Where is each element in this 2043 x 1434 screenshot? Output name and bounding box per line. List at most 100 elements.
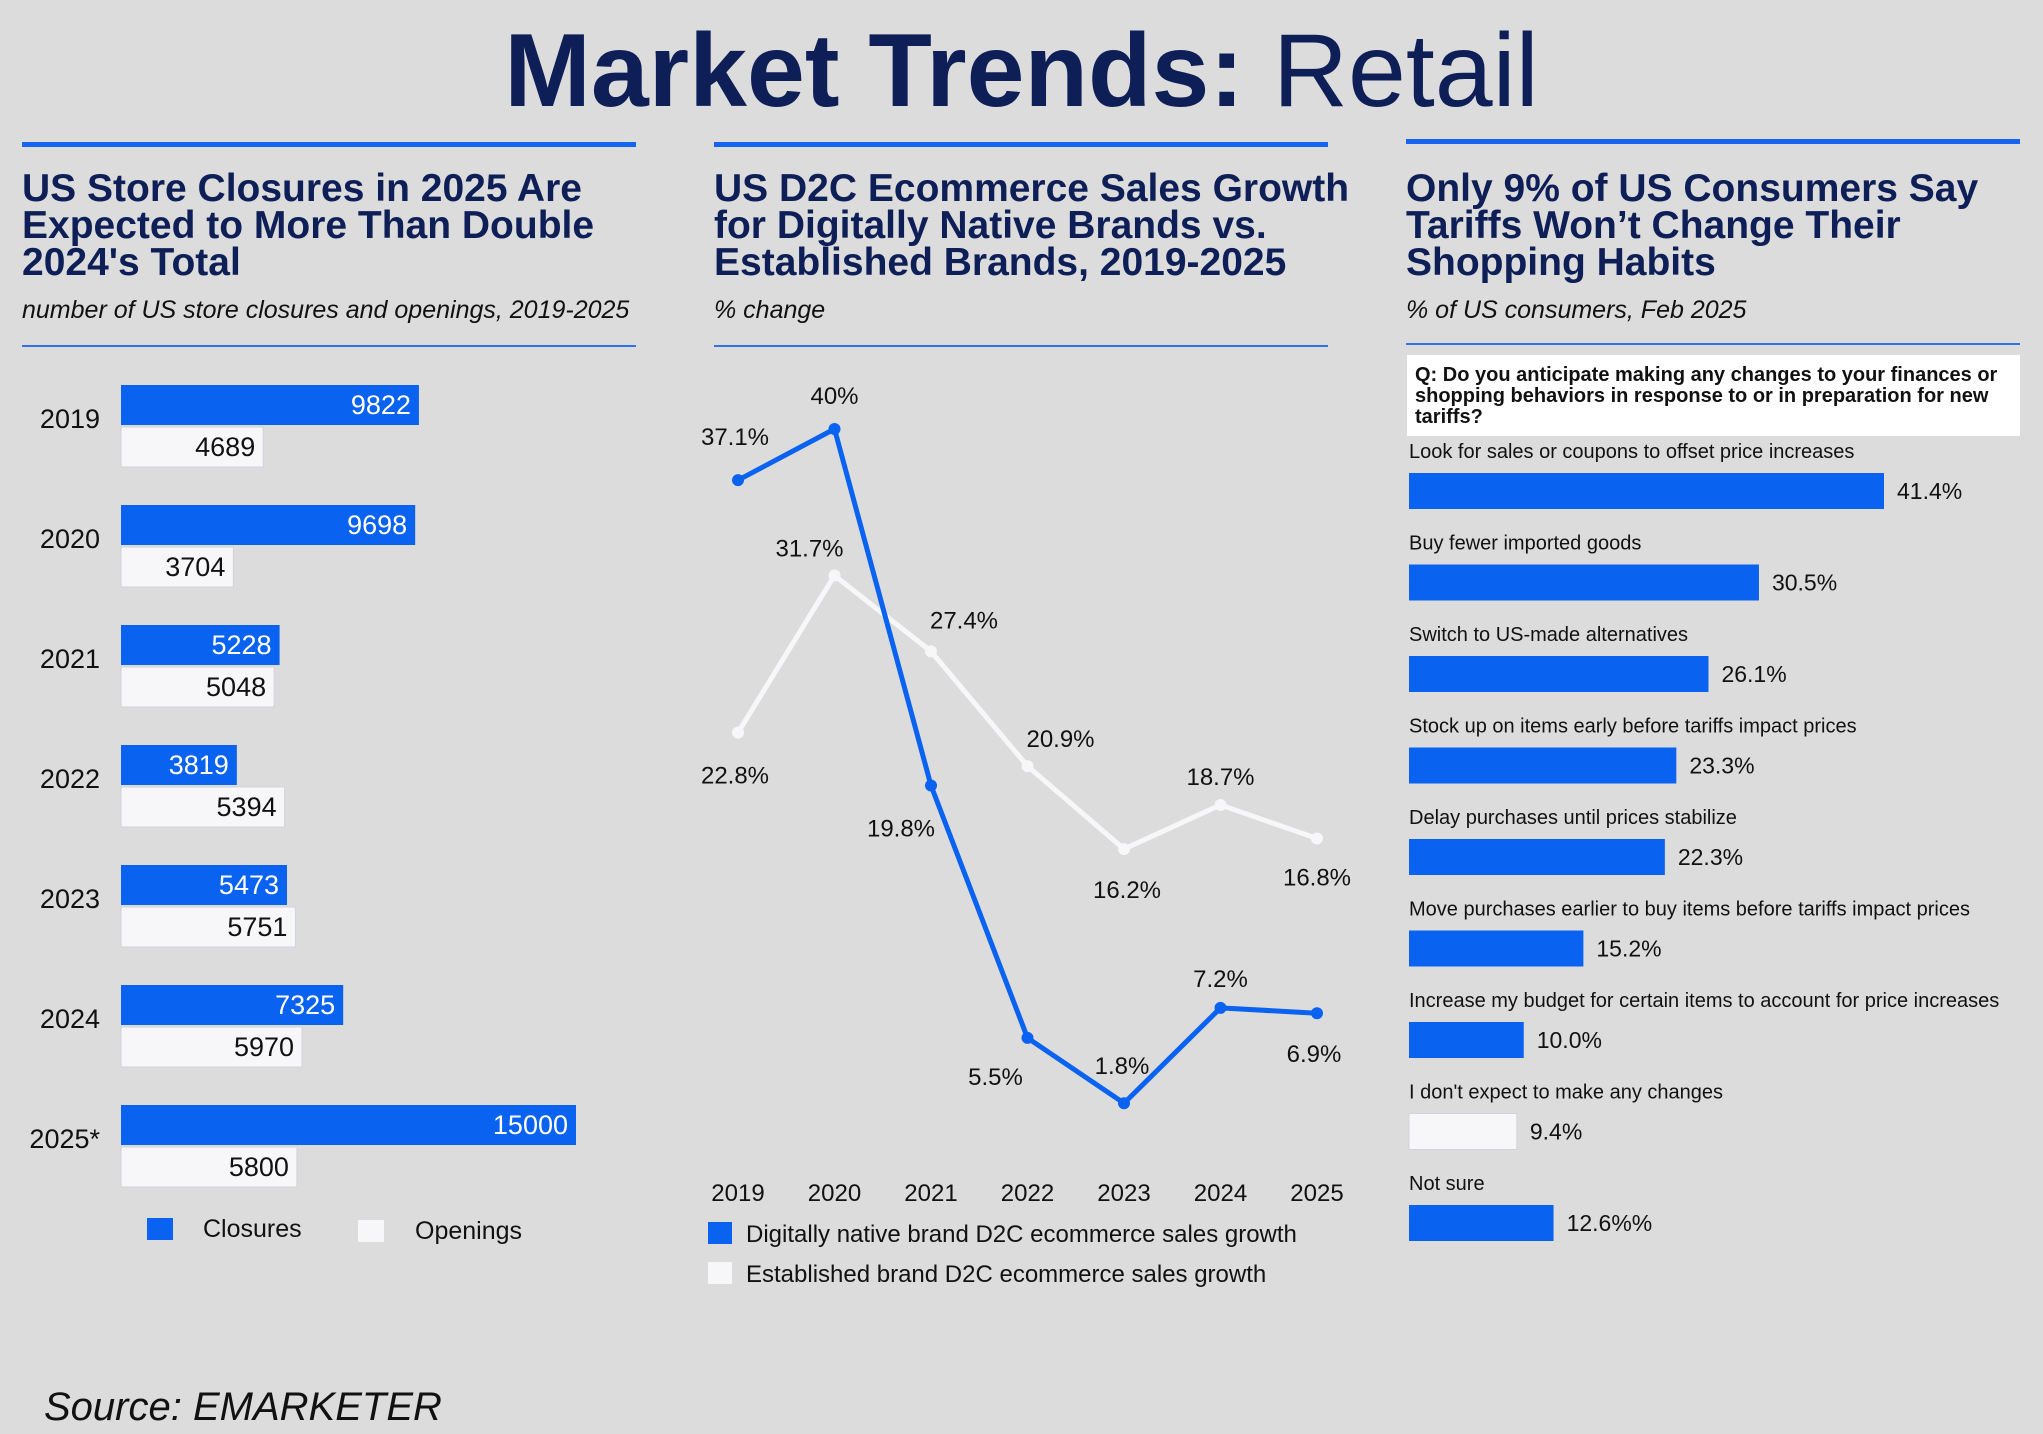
response-label: Look for sales or coupons to offset pric… <box>1409 441 1854 463</box>
closures-value: 3819 <box>169 750 229 780</box>
response-bar <box>1409 747 1677 784</box>
openings-value: 5751 <box>227 912 287 942</box>
response-value: 9.4% <box>1530 1119 1582 1145</box>
title-light: Retail <box>1272 13 1539 129</box>
native-data-label: 1.8% <box>1095 1053 1150 1080</box>
response-value: 12.6%% <box>1567 1210 1653 1236</box>
legend-swatch-established <box>708 1262 732 1284</box>
closures-title-line: Expected to More Than Double <box>22 204 595 247</box>
x-tick-label: 2025 <box>1290 1180 1343 1207</box>
native-point <box>732 474 744 487</box>
source-note: Source: EMARKETER <box>44 1385 442 1429</box>
established-point <box>732 726 744 739</box>
closures-bar <box>121 745 237 785</box>
legend-label-openings: Openings <box>415 1217 522 1245</box>
native-data-label: 6.9% <box>1287 1041 1342 1068</box>
tariffs-chart: Look for sales or coupons to offset pric… <box>1408 441 1999 1241</box>
established-data-label: 31.7% <box>775 535 843 562</box>
native-point <box>1311 1007 1323 1020</box>
closures-value: 15000 <box>493 1110 568 1140</box>
legend-swatch-closures <box>147 1218 173 1240</box>
closures-bar <box>121 865 288 905</box>
closures-value: 9698 <box>347 510 407 540</box>
response-value: 26.1% <box>1721 661 1786 687</box>
title-bold: Market Trends: <box>504 13 1244 129</box>
openings-value: 5970 <box>234 1032 294 1062</box>
page-title: Market Trends: Retail <box>0 14 2043 128</box>
closures-value: 9822 <box>351 390 411 420</box>
legend-swatch-native <box>708 1222 732 1244</box>
response-label: Move purchases earlier to buy items befo… <box>1409 899 1970 921</box>
native-data-label: 40% <box>810 383 858 410</box>
response-bar <box>1408 1113 1518 1150</box>
closures-chart: 2019 9822 4689 2020 9698 3704 2021 5228 5048 2022… <box>29 385 576 1245</box>
response-label: Stock up on items early before tariffs i… <box>1409 716 1857 738</box>
tariffs-bottom-rule <box>1406 343 2020 345</box>
openings-bar <box>120 546 234 588</box>
tariffs-title-line: Tariffs Won’t Change Their <box>1406 204 1901 247</box>
openings-bar <box>120 1146 298 1188</box>
native-point <box>828 423 841 435</box>
established-data-label: 18.7% <box>1186 764 1254 791</box>
d2c-top-rule <box>714 142 1328 147</box>
response-value: 41.4% <box>1897 478 1962 504</box>
closures-subtitle: number of US store closures and openings… <box>22 296 630 324</box>
response-value: 30.5% <box>1772 570 1837 596</box>
tariffs-subtitle: % of US consumers, Feb 2025 <box>1406 296 1747 324</box>
x-tick-label: 2022 <box>1001 1180 1054 1207</box>
tariffs-top-rule <box>1406 139 2020 144</box>
openings-bar <box>120 426 264 468</box>
response-bar <box>1409 930 1584 967</box>
year-label: 2025* <box>29 1124 100 1154</box>
legend-label-closures: Closures <box>203 1215 302 1243</box>
survey-question: Q: Do you anticipate making any changes … <box>1407 355 2020 436</box>
openings-value: 5394 <box>217 792 277 822</box>
x-tick-label: 2020 <box>808 1180 861 1207</box>
openings-value: 5800 <box>229 1152 289 1182</box>
openings-bar <box>120 906 296 948</box>
year-label: 2020 <box>40 524 100 554</box>
d2c-title-line: Established Brands, 2019-2025 <box>714 241 1287 284</box>
response-label: I don't expect to make any changes <box>1409 1082 1723 1104</box>
legend-swatch-openings <box>358 1220 384 1242</box>
response-label: Not sure <box>1409 1173 1485 1195</box>
native-point <box>1118 1097 1130 1110</box>
tariffs-title: Only 9% of US Consumers Say Tariffs Won’… <box>1406 169 2036 284</box>
closures-bar <box>121 1105 576 1145</box>
response-label: Buy fewer imported goods <box>1409 533 1641 555</box>
openings-value: 5048 <box>206 672 266 702</box>
closures-value: 7325 <box>275 990 335 1020</box>
closures-bar <box>121 985 344 1025</box>
established-series-line <box>735 572 1318 852</box>
response-value: 10.0% <box>1537 1027 1602 1053</box>
native-point <box>1214 1001 1227 1014</box>
response-value: 22.3% <box>1678 844 1743 870</box>
closures-title-line: US Store Closures in 2025 Are <box>22 167 582 210</box>
closures-bar <box>121 505 416 545</box>
response-bar <box>1409 1022 1524 1058</box>
d2c-title: US D2C Ecommerce Sales Growth for Digita… <box>714 167 1354 284</box>
native-point <box>1021 1031 1034 1044</box>
x-tick-label: 2021 <box>904 1180 957 1207</box>
d2c-bottom-rule <box>714 345 1328 347</box>
d2c-title-line: US D2C Ecommerce Sales Growth <box>714 167 1350 210</box>
openings-bar <box>120 1026 303 1068</box>
d2c-title-line: for Digitally Native Brands vs. <box>714 204 1267 247</box>
established-data-label: 22.8% <box>701 763 769 790</box>
closures-value: 5473 <box>219 870 279 900</box>
response-bar <box>1409 564 1759 601</box>
response-label: Delay purchases until prices stabilize <box>1409 807 1737 829</box>
response-bar <box>1409 473 1884 509</box>
tariffs-title-line: Shopping Habits <box>1406 241 1716 284</box>
legend-label-established: Established brand D2C ecommerce sales gr… <box>746 1261 1266 1288</box>
x-tick-label: 2019 <box>711 1180 764 1207</box>
native-point <box>925 779 937 792</box>
established-data-label: 20.9% <box>1026 726 1094 753</box>
closures-top-rule <box>22 142 636 147</box>
year-label: 2024 <box>40 1004 100 1034</box>
closures-title: US Store Closures in 2025 Are Expected t… <box>22 167 642 282</box>
openings-value: 4689 <box>195 432 255 462</box>
response-bar <box>1409 839 1665 875</box>
established-point <box>1214 798 1227 811</box>
established-point <box>1021 760 1034 773</box>
